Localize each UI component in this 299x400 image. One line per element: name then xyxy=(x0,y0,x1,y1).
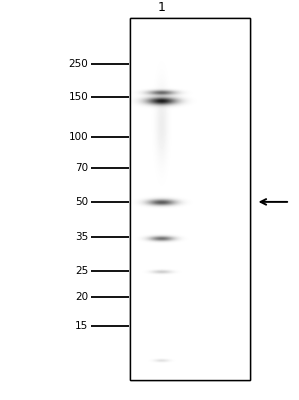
Text: 35: 35 xyxy=(75,232,88,242)
Text: 100: 100 xyxy=(68,132,88,142)
Text: 1: 1 xyxy=(158,1,165,14)
Text: 50: 50 xyxy=(75,197,88,207)
Bar xyxy=(130,18,250,380)
Text: 15: 15 xyxy=(75,321,88,331)
Bar xyxy=(130,18,250,380)
Text: 25: 25 xyxy=(75,266,88,276)
Text: 150: 150 xyxy=(68,92,88,102)
Text: 70: 70 xyxy=(75,163,88,173)
Text: 250: 250 xyxy=(68,59,88,69)
Text: 20: 20 xyxy=(75,292,88,302)
